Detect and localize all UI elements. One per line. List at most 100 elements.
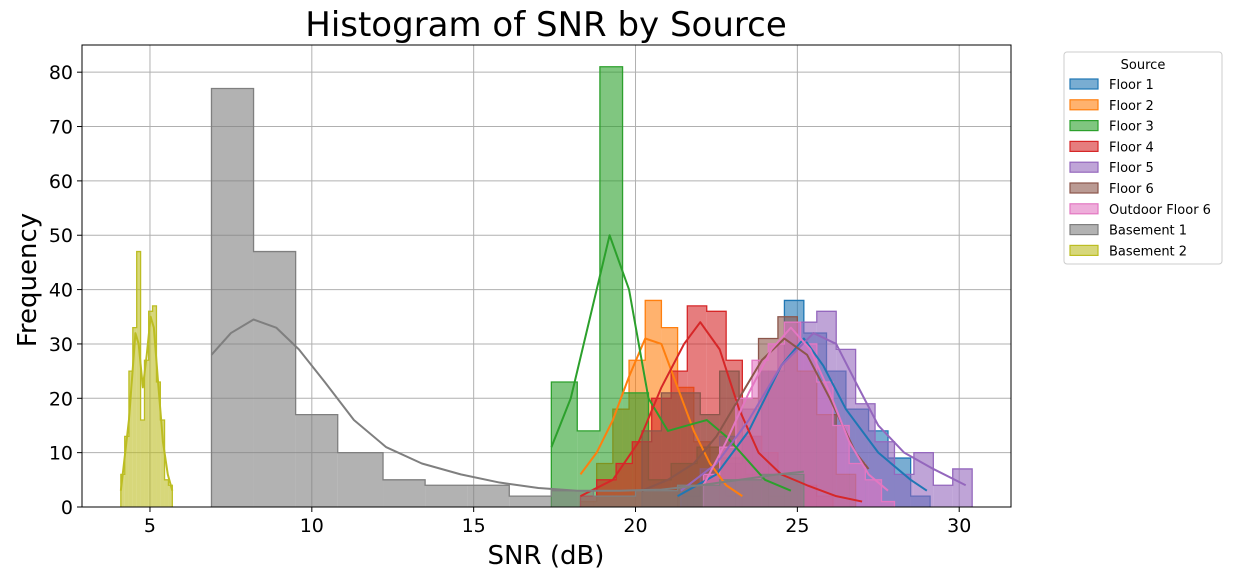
legend-swatch xyxy=(1069,119,1099,132)
legend-item-floor-3: Floor 3 xyxy=(1069,119,1154,135)
histogram-bar xyxy=(253,251,296,507)
histogram-bar xyxy=(295,414,338,507)
kde-curve-outdoor-floor-6 xyxy=(702,326,889,492)
kde-curve-basement-2 xyxy=(119,315,174,491)
histogram-bar xyxy=(599,66,623,507)
kde-curve-floor-5 xyxy=(680,332,967,492)
y-axis-label: Frequency xyxy=(13,213,43,347)
histogram-bar xyxy=(933,485,953,507)
histogram-bar xyxy=(761,474,804,507)
legend-item-floor-2: Floor 2 xyxy=(1069,99,1154,114)
kde-curve-basement-1 xyxy=(210,318,804,492)
legend-label: Floor 1 xyxy=(1109,78,1154,93)
histogram-bar xyxy=(865,479,882,507)
legend-box xyxy=(1063,51,1223,265)
histogram-bar xyxy=(140,420,145,507)
histogram-bar xyxy=(467,485,510,507)
histogram-bar xyxy=(164,479,169,507)
histogram-bar xyxy=(784,322,801,507)
kde-curve-floor-4 xyxy=(580,321,863,503)
histogram-bar xyxy=(509,496,552,507)
histogram-bar xyxy=(577,430,600,507)
x-tick-label: 10 xyxy=(300,515,324,537)
legend-item-floor-5: Floor 5 xyxy=(1069,161,1154,176)
x-tick-label: 15 xyxy=(462,515,486,537)
x-tick-label: 25 xyxy=(785,515,809,537)
legend-label: Floor 3 xyxy=(1109,120,1154,135)
histogram-bar xyxy=(337,452,384,507)
legend-swatch xyxy=(1069,182,1099,194)
histogram-bar xyxy=(156,381,161,507)
histogram-bar xyxy=(881,501,895,507)
y-tick-label: 10 xyxy=(49,443,73,465)
legend-swatch xyxy=(1069,78,1099,90)
legend-label: Floor 2 xyxy=(1109,99,1154,114)
legend-item-floor-4: Floor 4 xyxy=(1069,140,1154,155)
histogram-bar xyxy=(144,360,149,507)
histogram-bar xyxy=(425,485,468,507)
legend-item-floor-1: Floor 1 xyxy=(1069,78,1154,93)
histogram-bar xyxy=(593,496,636,507)
legend-label: Floor 5 xyxy=(1109,161,1154,176)
y-tick-label: 60 xyxy=(49,171,73,193)
legend-swatch xyxy=(1069,224,1099,236)
histogram-bar xyxy=(120,474,125,507)
histogram-bar xyxy=(832,425,850,507)
legend-item-basement-2: Basement 2 xyxy=(1069,244,1187,259)
x-tick-label: 5 xyxy=(144,515,156,537)
histogram-bar xyxy=(635,490,678,507)
legend-swatch xyxy=(1069,99,1099,111)
histogram-bar xyxy=(816,381,833,507)
x-tick-label: 20 xyxy=(623,515,647,537)
x-tick-label: 30 xyxy=(947,515,971,537)
kde-curve-floor-2 xyxy=(579,337,743,497)
y-tick-label: 80 xyxy=(49,62,73,84)
legend-label: Basement 1 xyxy=(1109,224,1187,239)
y-tick-label: 70 xyxy=(49,117,73,139)
legend-swatch xyxy=(1069,244,1099,256)
y-tick-label: 30 xyxy=(49,334,73,356)
chart-title: Histogram of SNR by Source xyxy=(305,5,787,45)
y-tick-label: 0 xyxy=(61,497,73,519)
histogram-bar xyxy=(551,381,578,507)
legend-label: Basement 2 xyxy=(1109,244,1187,259)
y-tick-label: 50 xyxy=(49,225,73,247)
histogram-bar xyxy=(952,468,973,507)
histogram-bar xyxy=(136,251,141,507)
histogram-bar xyxy=(168,485,173,507)
kde-curve-floor-1 xyxy=(677,337,928,498)
plot-frame xyxy=(81,44,1012,508)
axis-ticks: 5 10 15 20 25 30 0 10 20 30 40 50 60 70 80 xyxy=(49,62,971,537)
legend-item-floor-6: Floor 6 xyxy=(1069,182,1154,197)
legend-swatch xyxy=(1069,203,1099,215)
histogram-bar xyxy=(661,392,681,507)
legend-title: Source xyxy=(1121,58,1166,73)
histogram-bar xyxy=(383,479,426,507)
histogram-bar xyxy=(211,88,254,507)
legend-swatch xyxy=(1069,161,1099,173)
series-layer xyxy=(120,66,973,507)
legend-label: Floor 6 xyxy=(1109,182,1154,197)
histogram-bar xyxy=(160,420,165,507)
histogram-bar xyxy=(132,327,137,507)
x-axis-label: SNR (dB) xyxy=(488,541,605,571)
legend-label: Floor 4 xyxy=(1109,140,1154,155)
histogram-bar xyxy=(124,436,129,507)
kde-curve-floor-3 xyxy=(550,234,792,492)
legend-item-basement-1: Basement 1 xyxy=(1069,224,1187,239)
histogram-bar xyxy=(849,463,866,507)
histogram-bar xyxy=(800,343,817,507)
histogram-bar xyxy=(894,474,914,507)
histogram-bar xyxy=(148,311,153,507)
legend-item-outdoor-floor-6: Outdoor Floor 6 xyxy=(1069,203,1211,218)
kde-layer xyxy=(119,234,967,503)
histogram-bar xyxy=(152,305,157,507)
legend-items: Floor 1 Floor 2 Floor 3 Floor 4 Floor 5 Floor… xyxy=(1069,78,1211,259)
series-basement-1 xyxy=(210,87,805,507)
y-tick-label: 20 xyxy=(49,388,73,410)
y-tick-label: 40 xyxy=(49,280,73,302)
legend-label: Outdoor Floor 6 xyxy=(1109,203,1211,218)
legend-swatch xyxy=(1069,140,1099,152)
